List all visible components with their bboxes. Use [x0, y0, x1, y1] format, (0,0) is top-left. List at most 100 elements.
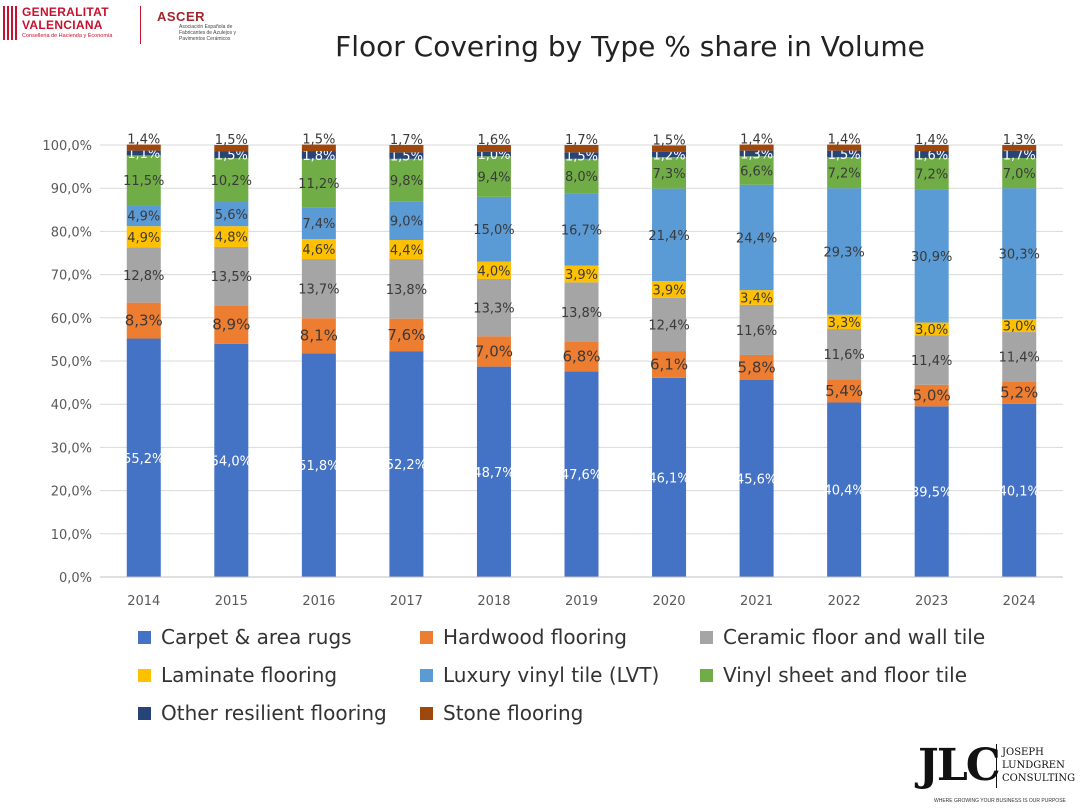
bar-segment — [301, 151, 336, 159]
data-label: 1,6% — [477, 133, 510, 148]
bar-segment — [652, 377, 687, 577]
data-label: 46,1% — [648, 471, 689, 486]
data-label: 7,2% — [828, 167, 861, 182]
bar-segment — [914, 322, 949, 336]
bar-segment — [739, 354, 774, 381]
data-label: 30,3% — [999, 248, 1040, 263]
bar-segment — [564, 158, 599, 194]
y-tick-label: 60,0% — [51, 312, 92, 327]
data-label: 13,7% — [298, 283, 339, 298]
bar-segment — [1002, 332, 1037, 382]
data-label: 8,1% — [300, 327, 338, 345]
bar-segment — [301, 318, 336, 354]
bar-segment — [827, 150, 862, 158]
bar-segment — [564, 152, 599, 159]
legend-label: Stone flooring — [443, 701, 584, 725]
bar-segment — [739, 380, 774, 577]
bar-segment — [827, 144, 862, 151]
bar-segment — [652, 145, 687, 152]
bar-segment — [564, 341, 599, 372]
bar-segment — [739, 184, 774, 291]
data-label: 51,8% — [298, 459, 339, 474]
data-label: 7,6% — [387, 326, 425, 344]
bar-segment — [126, 205, 161, 227]
bar-segment — [652, 188, 687, 282]
data-label: 10,2% — [211, 174, 252, 189]
bar-segment — [214, 246, 249, 306]
data-label: 55,2% — [123, 452, 164, 467]
bar-segment — [126, 150, 161, 156]
bar-segment — [389, 201, 424, 241]
legend-swatch — [138, 630, 151, 644]
generalitat-sub: Conselleria de Hacienda y Economía — [22, 33, 113, 39]
ascer-sub: Asociación Española de Fabricantes de Az… — [179, 24, 236, 42]
legend-swatch — [700, 630, 713, 644]
jlc-logo: JLC JOSEPH LUNDGREN CONSULTING WHERE GRO… — [918, 738, 1078, 808]
bar-segment — [739, 156, 774, 185]
bar-segment — [214, 202, 249, 227]
bar-segment — [476, 156, 511, 197]
data-label: 1,7% — [565, 133, 598, 148]
bar-segment — [1002, 145, 1037, 151]
bar-segment — [214, 226, 249, 247]
data-label: 4,6% — [302, 243, 335, 258]
bar-segment — [652, 281, 687, 298]
data-label: 8,9% — [212, 315, 250, 333]
ascer-name: ASCER — [157, 9, 206, 24]
bar-segment — [914, 335, 949, 385]
jlc-name-line3: CONSULTING — [1002, 773, 1076, 784]
data-label: 3,0% — [915, 323, 948, 338]
data-label: 1,7% — [390, 133, 423, 148]
chart-legend: Carpet & area rugs Hardwood flooring Ceram… — [138, 622, 1038, 732]
legend-item: Laminate flooring — [138, 660, 337, 690]
legend-label: Carpet & area rugs — [161, 625, 352, 649]
data-label: 9,8% — [390, 174, 423, 189]
data-label: 11,6% — [736, 324, 777, 339]
legend-item: Ceramic floor and wall tile — [700, 622, 985, 652]
data-label: 1,4% — [828, 133, 861, 148]
legend-label: Vinyl sheet and floor tile — [723, 663, 968, 687]
data-label: 16,7% — [561, 223, 602, 238]
data-label: 3,9% — [565, 268, 598, 283]
x-tick-label: 2018 — [477, 594, 510, 609]
data-label: 3,9% — [653, 284, 686, 299]
bar-segment — [126, 144, 161, 151]
x-tick-label: 2022 — [828, 594, 861, 609]
data-label: 4,0% — [477, 264, 510, 279]
data-label: 13,8% — [561, 306, 602, 321]
bar-segment — [827, 379, 862, 403]
bar-segment — [914, 157, 949, 190]
bar-segment — [389, 240, 424, 260]
y-tick-label: 80,0% — [51, 225, 92, 240]
data-label: 7,0% — [1003, 167, 1036, 182]
data-label: 24,4% — [736, 231, 777, 246]
bar-segment — [476, 196, 511, 262]
data-label: 1,5% — [653, 133, 686, 148]
y-tick-label: 10,0% — [51, 528, 92, 543]
bar-segment — [1002, 157, 1037, 189]
bar-segment — [827, 402, 862, 577]
data-label: 8,0% — [565, 170, 598, 185]
data-label: 47,6% — [561, 468, 602, 483]
data-label: 13,8% — [386, 283, 427, 298]
data-label: 1,6% — [915, 149, 948, 164]
bar-segment — [564, 371, 599, 577]
bar-segment — [214, 343, 249, 577]
bar-segment — [1002, 150, 1037, 158]
bar-segment — [827, 329, 862, 380]
bar-segment — [476, 336, 511, 367]
jlc-divider — [996, 744, 997, 788]
data-label: 7,2% — [915, 168, 948, 183]
legend-swatch — [138, 668, 151, 682]
legend-swatch — [420, 668, 433, 682]
jlc-name-line1: JOSEPH — [1002, 747, 1044, 758]
data-label: 1,4% — [127, 133, 160, 148]
data-label: 1,4% — [740, 133, 773, 148]
bar-segment — [827, 157, 862, 189]
jlc-letters: JLC — [918, 740, 1001, 791]
x-tick-label: 2014 — [127, 594, 160, 609]
generalitat-line2: VALENCIANA — [22, 18, 103, 32]
legend-item: Stone flooring — [420, 698, 583, 728]
legend-label: Laminate flooring — [161, 663, 338, 687]
x-tick-label: 2024 — [1003, 594, 1036, 609]
